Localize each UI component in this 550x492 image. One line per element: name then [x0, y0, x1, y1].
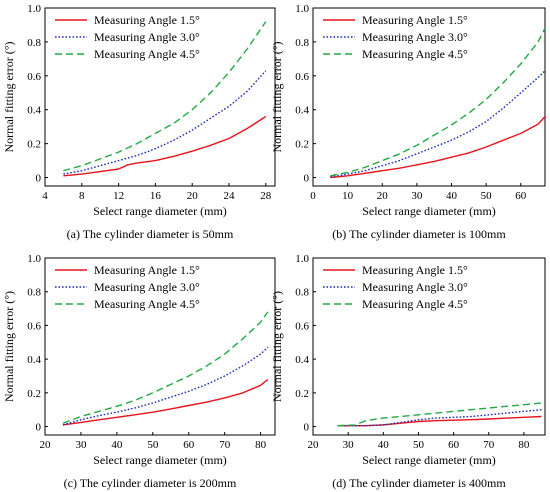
legend-entry-3: Measuring Angle 4.5° [94, 47, 200, 61]
y-tick-label: 0.2 [295, 139, 309, 151]
series-line-1 [330, 116, 546, 179]
x-tick-label: 50 [413, 439, 425, 451]
y-tick-label: 0.8 [295, 37, 309, 49]
x-tick-label: 12 [113, 190, 124, 202]
y-tick-label: 0.6 [295, 71, 309, 83]
panel-caption: (a) The cylinder diameter is 50mm [67, 227, 234, 241]
chart-panel-1: 4 8 12 16 20 24 28 0 0.2 0.4 0.6 0.8 1.0 Select range… [2, 3, 276, 241]
y-axis-label: Normal fitting error (°) [270, 41, 284, 152]
x-tick-label: 20 [40, 439, 52, 451]
x-tick-label: 50 [481, 190, 493, 202]
x-tick-label: 24 [224, 190, 236, 202]
x-tick-label: 10 [342, 190, 354, 202]
legend-entry-1: Measuring Angle 1.5° [362, 13, 468, 27]
x-tick-label: 30 [343, 439, 355, 451]
x-tick-label: 30 [75, 439, 87, 451]
y-tick-label: 0.6 [27, 320, 41, 332]
x-axis-label: Select range diameter (mm) [93, 453, 227, 467]
legend-entry-2: Measuring Angle 3.0° [362, 280, 468, 294]
x-tick-label: 28 [260, 190, 272, 202]
legend-entry-2: Measuring Angle 3.0° [362, 30, 468, 44]
x-tick-label: 80 [518, 439, 530, 451]
panel-caption: (d) The cylinder diameter is 400mm [332, 476, 506, 490]
x-axis-label: Select range diameter (mm) [93, 204, 227, 218]
x-tick-label: 16 [150, 190, 162, 202]
legend-entry-3: Measuring Angle 4.5° [362, 297, 468, 311]
x-tick-label: 80 [255, 439, 267, 451]
legend-entry-1: Measuring Angle 1.5° [362, 263, 468, 277]
chart-panel-3: 20 30 40 50 60 70 80 0 0.2 0.4 0.6 0.8 1.0 Select ran… [2, 253, 276, 490]
y-tick-label: 0.4 [295, 354, 309, 366]
legend-entry-3: Measuring Angle 4.5° [362, 47, 468, 61]
x-tick-label: 50 [147, 439, 159, 451]
chart-panel-4: 20 30 40 50 60 70 80 0 0.2 0.4 0.6 0.8 1.0 Select ran… [270, 253, 546, 490]
x-tick-label: 4 [42, 190, 48, 202]
series-line-2 [330, 70, 546, 178]
y-tick-label: 0.2 [295, 388, 309, 400]
x-axis-label: Select range diameter (mm) [362, 204, 496, 218]
y-tick-label: 0.6 [295, 320, 309, 332]
y-axis-label: Normal fitting error (°) [270, 291, 284, 402]
y-tick-label: 0.8 [27, 37, 41, 49]
plot-frame [44, 7, 276, 187]
series-line-1 [63, 115, 267, 177]
panel-caption: (c) The cylinder diameter is 200mm [64, 476, 237, 490]
y-axis-label: Normal fitting error (°) [2, 291, 16, 402]
y-tick-label: 0.8 [295, 287, 309, 299]
x-tick-label: 60 [448, 439, 460, 451]
series-line-2 [63, 70, 267, 175]
x-tick-label: 40 [378, 439, 390, 451]
x-tick-label: 70 [219, 439, 231, 451]
x-tick-label: 40 [446, 190, 458, 202]
y-tick-label: 0.4 [27, 354, 41, 366]
series-line-3 [330, 27, 546, 177]
legend-entry-2: Measuring Angle 3.0° [94, 30, 200, 44]
series-line-3 [62, 311, 269, 424]
chart-panel-2: 0 10 20 30 40 50 60 0 0.2 0.4 0.6 0.8 1.0 Select rang… [270, 3, 546, 241]
y-tick-label: 1.0 [295, 3, 309, 15]
x-tick-label: 20 [377, 190, 389, 202]
y-tick-label: 0.2 [27, 388, 41, 400]
y-tick-label: 0.2 [27, 139, 41, 151]
y-tick-label: 1.0 [295, 253, 309, 265]
series-line-3 [337, 402, 542, 427]
panel-caption: (b) The cylinder diameter is 100mm [332, 227, 506, 241]
series-line-3 [63, 21, 267, 172]
series-line-2 [62, 346, 269, 426]
x-tick-label: 60 [183, 439, 195, 451]
x-tick-label: 8 [79, 190, 85, 202]
x-tick-label: 40 [111, 439, 123, 451]
x-tick-label: 60 [515, 190, 527, 202]
y-tick-label: 0.6 [27, 71, 41, 83]
y-tick-label: 1.0 [27, 3, 41, 15]
x-tick-label: 20 [187, 190, 199, 202]
y-axis-label: Normal fitting error (°) [2, 41, 16, 152]
series-line-2 [337, 409, 542, 427]
y-tick-label: 0 [304, 422, 310, 434]
plot-frame [44, 257, 276, 436]
plot-frame [312, 7, 546, 187]
y-tick-label: 1.0 [27, 253, 41, 265]
series-line-1 [62, 378, 269, 426]
y-tick-label: 0.4 [295, 105, 309, 117]
plot-frame [312, 257, 546, 436]
legend-entry-1: Measuring Angle 1.5° [94, 13, 200, 27]
y-tick-label: 0 [304, 173, 310, 185]
x-axis-label: Select range diameter (mm) [362, 453, 496, 467]
y-tick-label: 0.4 [27, 105, 41, 117]
legend-entry-2: Measuring Angle 3.0° [94, 280, 200, 294]
legend-entry-1: Measuring Angle 1.5° [94, 263, 200, 277]
x-tick-label: 0 [310, 190, 316, 202]
x-tick-label: 20 [308, 439, 320, 451]
y-tick-label: 0.8 [27, 287, 41, 299]
y-tick-label: 0 [36, 173, 42, 185]
legend-entry-3: Measuring Angle 4.5° [94, 297, 200, 311]
x-tick-label: 30 [411, 190, 423, 202]
x-tick-label: 70 [483, 439, 495, 451]
y-tick-label: 0 [36, 422, 42, 434]
